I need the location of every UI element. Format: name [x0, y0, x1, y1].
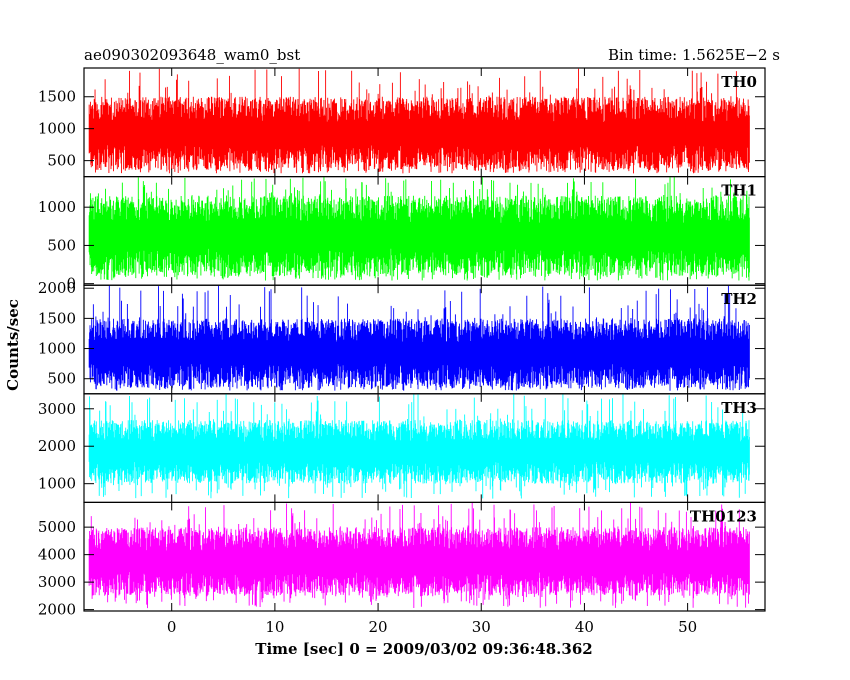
- x-tick-label: 40: [575, 618, 594, 636]
- panel-frame: [83, 501, 766, 612]
- y-tick-label: 2000: [38, 601, 76, 619]
- panel-th2: 500 1000 1500 2000 TH2: [38, 279, 766, 395]
- y-tick-label: 1000: [38, 198, 76, 216]
- panel-th0123: 2000 3000 4000 5000 TH0123: [38, 501, 766, 619]
- panel-label: TH2: [721, 290, 757, 308]
- panel-th3: 1000 2000 3000 TH3: [38, 393, 766, 503]
- y-tick-label: 0: [66, 275, 76, 293]
- x-tick-label: 10: [265, 618, 284, 636]
- y-tick-label: 2000: [38, 279, 76, 297]
- y-tick-label: 3000: [38, 400, 76, 418]
- chart-title-right: Bin time: 1.5625E−2 s: [608, 46, 780, 64]
- x-tick-label: 20: [369, 618, 388, 636]
- y-tick-label: 500: [47, 370, 76, 388]
- y-tick-label: 3000: [38, 573, 76, 591]
- y-tick-label: 1500: [38, 88, 76, 106]
- y-tick-label: 2000: [38, 437, 76, 455]
- panel-th0: 500 1000 1500 TH0: [38, 67, 766, 178]
- y-tick-label: 1000: [38, 340, 76, 358]
- x-tick-label: 30: [472, 618, 491, 636]
- y-tick-label: 1000: [38, 120, 76, 138]
- panel-th1: 0 500 1000 TH1: [38, 176, 766, 293]
- x-axis-label: Time [sec] 0 = 2009/03/02 09:36:48.362: [255, 640, 592, 658]
- x-tick-label: 50: [678, 618, 697, 636]
- y-tick-label: 5000: [38, 518, 76, 536]
- y-axis-label: Counts/sec: [4, 299, 22, 391]
- panel-label: TH0123: [690, 507, 757, 525]
- series-th2: [88, 285, 750, 391]
- x-tick-label: 0: [167, 618, 177, 636]
- y-tick-label: 500: [47, 236, 76, 254]
- series-th0123: [88, 502, 750, 609]
- chart-title-left: ae090302093648_wam0_bst: [84, 46, 300, 64]
- series-th0: [88, 68, 750, 174]
- panel-label: TH3: [721, 399, 757, 417]
- series-th3: [88, 394, 750, 499]
- y-tick-label: 1500: [38, 309, 76, 327]
- y-tick-label: 500: [47, 152, 76, 170]
- panels: 50010001500TH005001000TH1500100015002000…: [38, 67, 766, 636]
- panel-label: TH1: [721, 182, 757, 200]
- panel-label: TH0: [721, 73, 757, 91]
- series-th1: [88, 176, 750, 281]
- y-tick-label: 4000: [38, 546, 76, 564]
- y-tick-label: 1000: [38, 475, 76, 493]
